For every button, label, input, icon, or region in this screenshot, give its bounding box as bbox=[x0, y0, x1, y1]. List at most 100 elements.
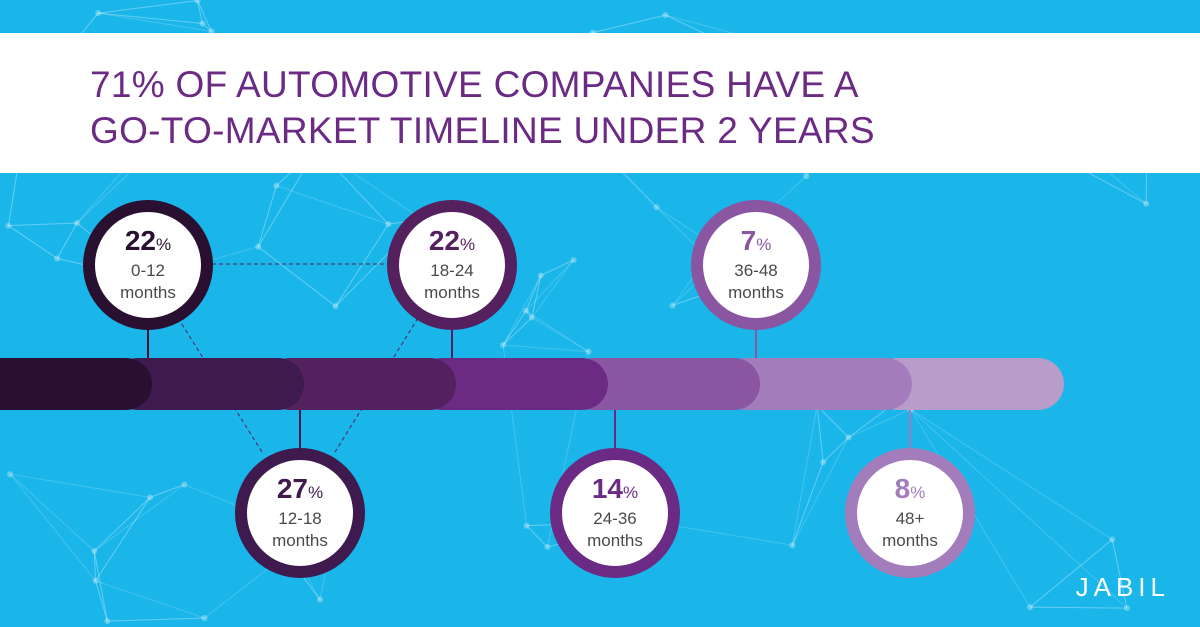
network-line bbox=[93, 484, 185, 552]
network-line bbox=[816, 405, 824, 463]
network-line bbox=[257, 185, 277, 247]
network-node bbox=[585, 348, 592, 355]
bubble-percent-sign: % bbox=[756, 235, 772, 254]
network-line bbox=[910, 408, 1113, 540]
network-node bbox=[1027, 604, 1034, 611]
network-line bbox=[202, 23, 212, 32]
timeline-segment bbox=[112, 358, 304, 410]
network-node bbox=[7, 471, 14, 478]
network-line bbox=[197, 0, 203, 24]
network-node bbox=[95, 10, 102, 17]
bubble-value: 27 bbox=[276, 473, 309, 504]
network-node bbox=[653, 204, 660, 211]
network-line bbox=[98, 12, 203, 24]
network-node bbox=[147, 494, 154, 501]
network-line bbox=[257, 246, 336, 307]
network-line bbox=[502, 310, 527, 346]
network-node bbox=[385, 221, 392, 228]
network-line bbox=[107, 617, 205, 622]
network-line bbox=[93, 551, 97, 581]
network-line bbox=[9, 473, 95, 552]
network-line bbox=[95, 580, 108, 622]
network-line bbox=[531, 275, 542, 318]
bubble-unit: months bbox=[120, 283, 176, 302]
network-line bbox=[149, 484, 185, 498]
network-line bbox=[592, 14, 666, 34]
bubble-percent: 22% bbox=[429, 226, 475, 260]
network-line bbox=[93, 550, 108, 622]
network-node bbox=[73, 220, 80, 227]
network-line bbox=[95, 497, 151, 582]
network-node bbox=[662, 12, 669, 19]
bubble-range: 0-12 bbox=[130, 261, 166, 280]
network-line bbox=[502, 310, 527, 346]
network-line bbox=[335, 223, 389, 307]
network-line bbox=[98, 12, 212, 32]
network-line bbox=[1030, 606, 1127, 609]
network-node bbox=[332, 303, 339, 310]
network-node bbox=[528, 314, 535, 321]
network-node bbox=[522, 307, 529, 314]
bubble-value: 14 bbox=[591, 473, 624, 504]
network-line bbox=[910, 408, 1128, 609]
bubble-value: 7 bbox=[740, 225, 757, 256]
network-line bbox=[531, 275, 542, 318]
network-node bbox=[54, 255, 61, 262]
bubble-unit: months bbox=[882, 531, 938, 550]
network-line bbox=[1111, 539, 1128, 609]
timeline-segment bbox=[264, 358, 456, 410]
network-line bbox=[816, 405, 824, 463]
bubble-percent: 14% bbox=[592, 474, 638, 508]
network-line bbox=[1029, 539, 1113, 608]
network-line bbox=[98, 12, 203, 24]
network-node bbox=[803, 173, 810, 180]
title-banner bbox=[0, 33, 1200, 173]
network-line bbox=[149, 484, 185, 498]
network-line bbox=[93, 550, 108, 622]
network-line bbox=[525, 310, 533, 318]
bubble-percent-sign: % bbox=[308, 483, 324, 502]
network-node bbox=[194, 0, 201, 4]
network-line bbox=[1030, 606, 1127, 609]
timeline-bubble: 22% 18-24 months bbox=[387, 200, 517, 330]
network-line bbox=[10, 473, 151, 498]
timeline-bubble: 7% 36-48 months bbox=[691, 200, 821, 330]
page-title: 71% OF AUTOMOTIVE COMPANIES HAVE A GO-TO… bbox=[90, 62, 875, 154]
network-node bbox=[570, 256, 577, 263]
bubble-unit: months bbox=[587, 531, 643, 550]
network-node bbox=[845, 434, 852, 441]
network-line bbox=[93, 496, 151, 552]
timeline-segment bbox=[872, 358, 1064, 410]
bubble-percent-sign: % bbox=[910, 483, 926, 502]
network-line bbox=[257, 185, 277, 247]
network-line bbox=[540, 259, 574, 276]
network-line bbox=[502, 275, 542, 346]
network-node bbox=[91, 548, 98, 555]
network-line bbox=[503, 344, 589, 353]
network-line bbox=[791, 405, 818, 546]
network-node bbox=[199, 20, 206, 27]
network-line bbox=[95, 580, 108, 622]
network-line bbox=[95, 580, 205, 619]
network-line bbox=[848, 408, 911, 438]
network-line bbox=[1111, 539, 1128, 609]
network-line bbox=[202, 23, 212, 32]
network-node bbox=[255, 243, 262, 250]
network-node bbox=[523, 522, 530, 529]
network-line bbox=[525, 275, 542, 312]
network-node bbox=[104, 618, 111, 625]
network-line bbox=[525, 310, 589, 353]
network-node bbox=[181, 481, 188, 488]
network-line bbox=[531, 317, 589, 353]
network-line bbox=[791, 437, 849, 546]
bubble-range: 48+ bbox=[895, 509, 925, 528]
network-line bbox=[257, 246, 336, 307]
network-line bbox=[335, 223, 389, 307]
bubble-range: 12-18 bbox=[278, 509, 322, 528]
network-line bbox=[1029, 539, 1113, 608]
network-node bbox=[669, 302, 676, 309]
network-line bbox=[98, 0, 198, 14]
bubble-value: 8 bbox=[894, 473, 911, 504]
network-node bbox=[820, 459, 827, 466]
